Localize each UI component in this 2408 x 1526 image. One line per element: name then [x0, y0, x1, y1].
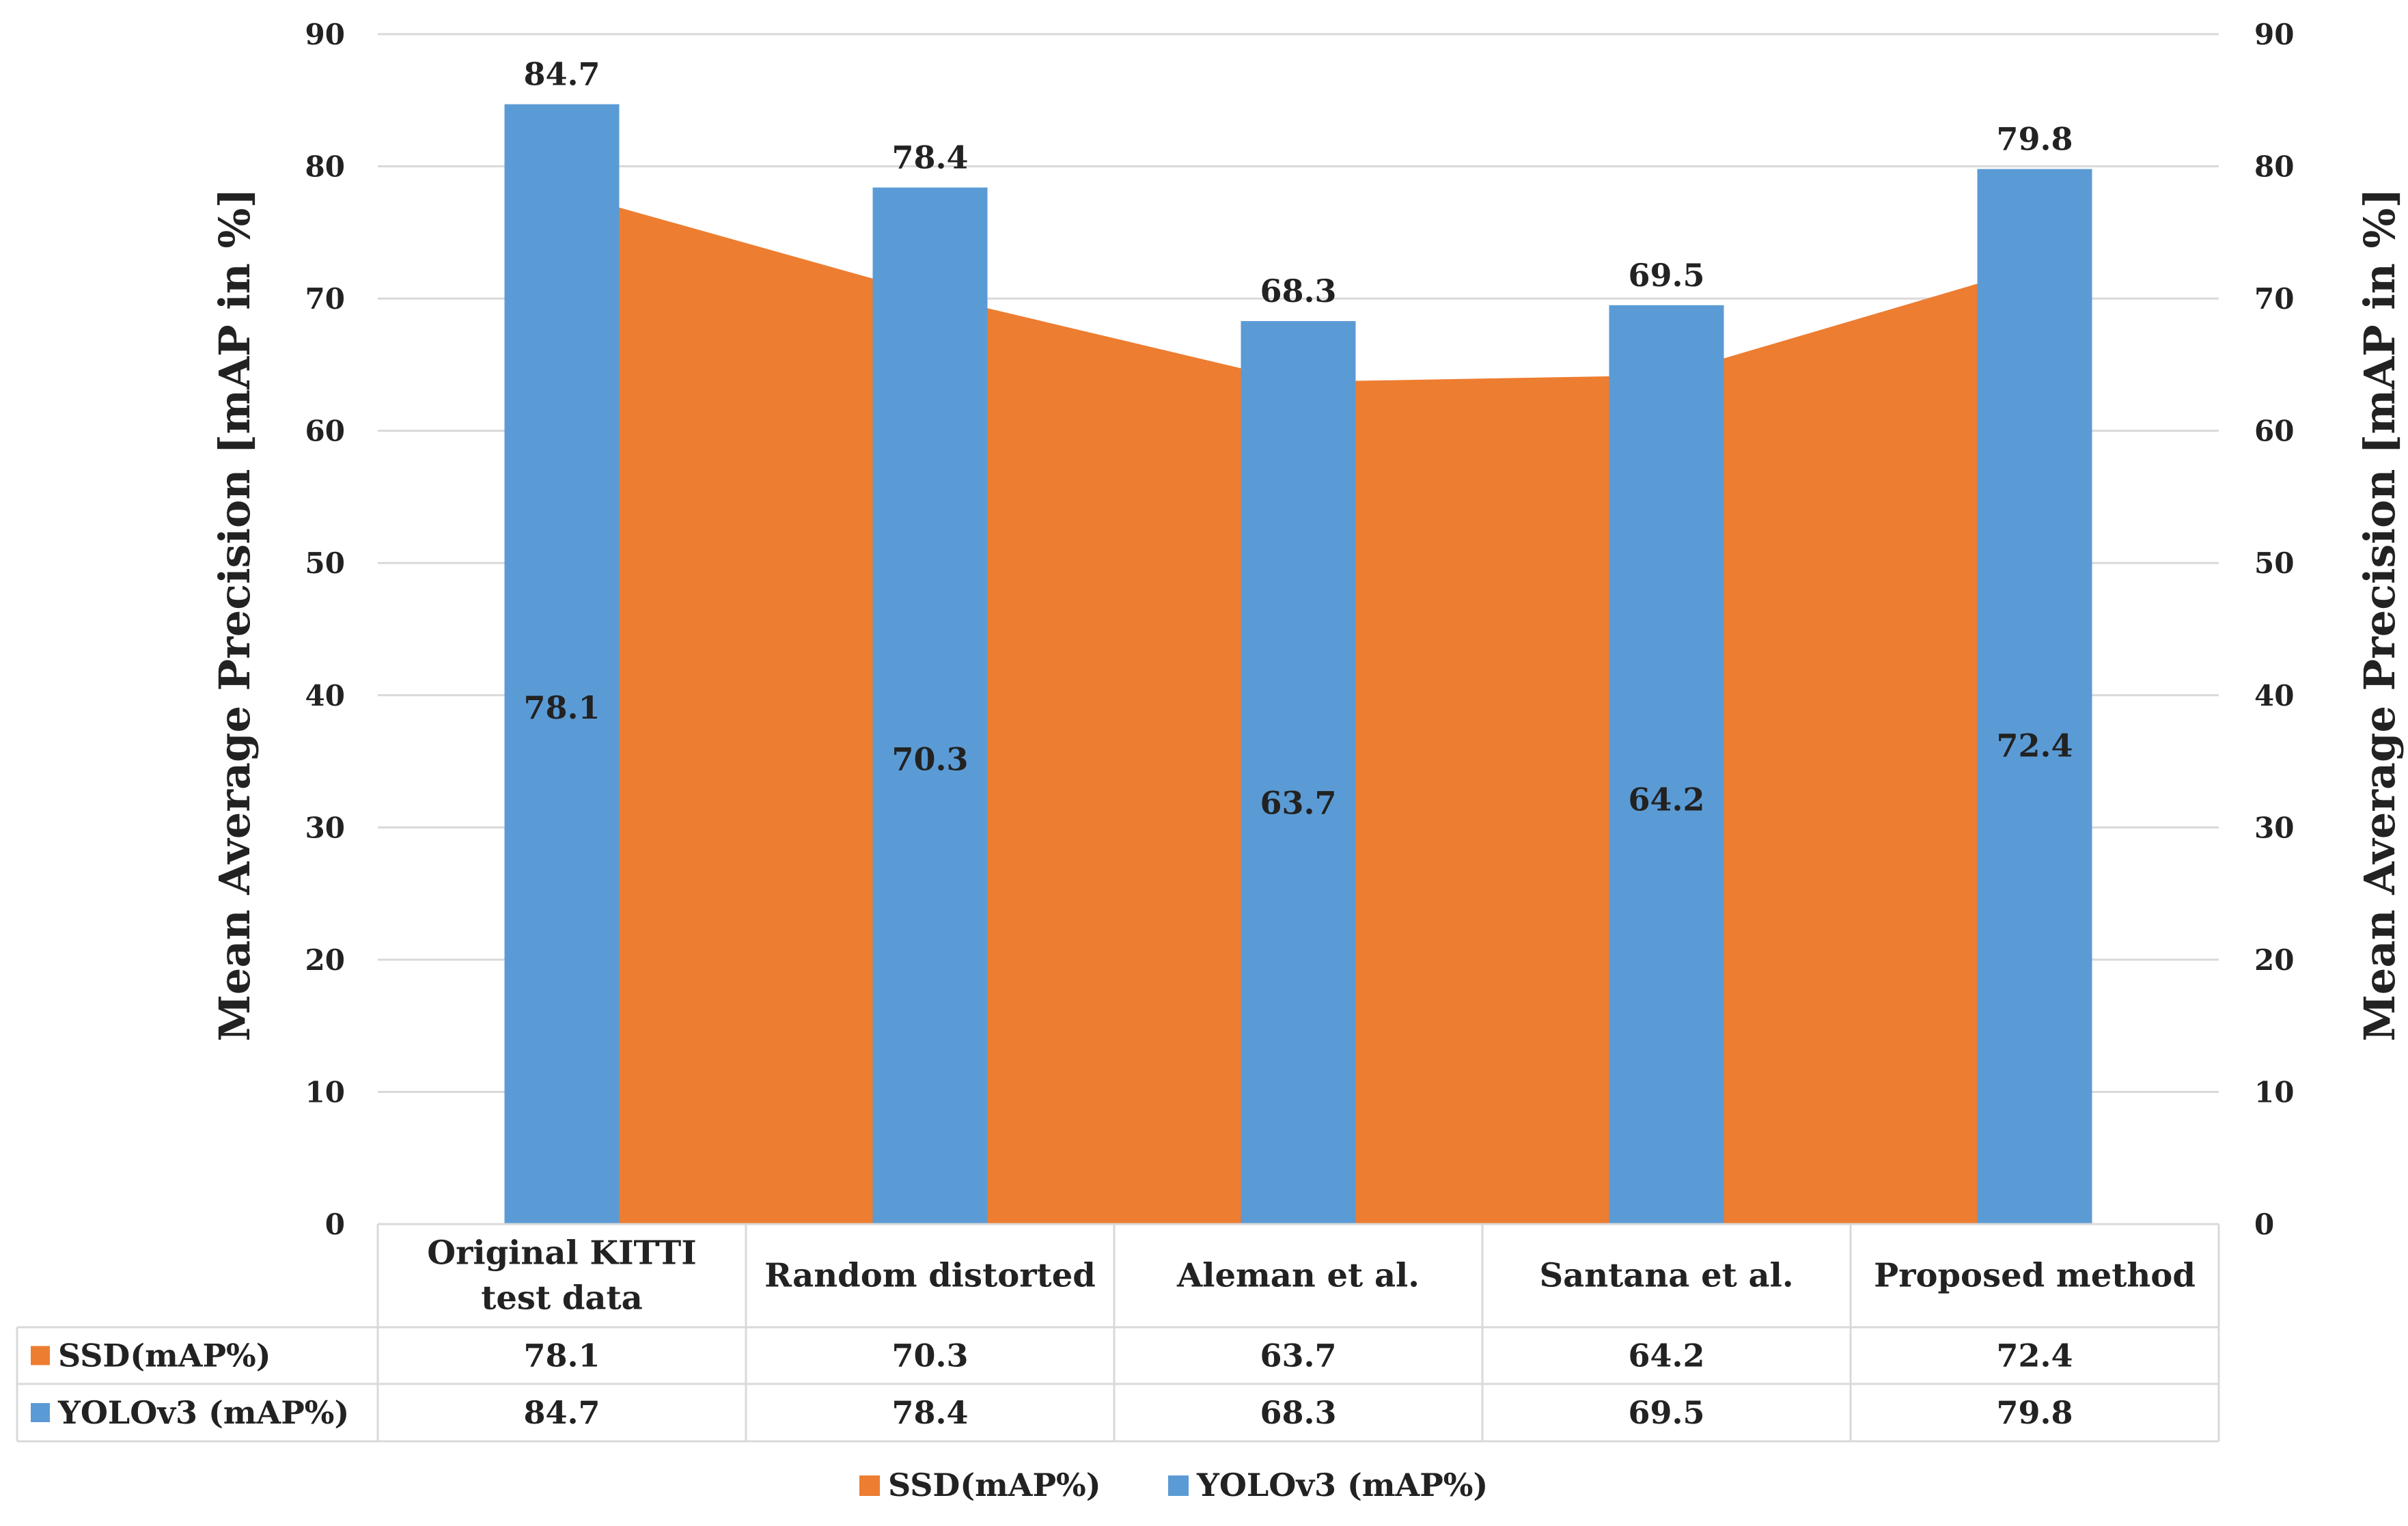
table-key-ssd [31, 1346, 50, 1365]
y-axis-title-left: Mean Average Precision [mAP in %] [210, 188, 260, 1041]
table-cell-yolov3-2: 78.4 [891, 1394, 968, 1431]
label-yolov3-3: 68.3 [1260, 273, 1336, 309]
x-category-1-line-2: test data [481, 1279, 643, 1318]
table-key-yolov3 [31, 1403, 50, 1422]
label-ssd-3: 63.7 [1260, 785, 1336, 822]
y-tick-right-70: 70 [2254, 282, 2294, 316]
x-category-3: Aleman et al. [1176, 1257, 1420, 1295]
y-tick-left-70: 70 [305, 282, 345, 316]
table-cell-ssd-5: 72.4 [1996, 1337, 2073, 1374]
table-cell-ssd-4: 64.2 [1628, 1337, 1704, 1374]
y-tick-right-90: 90 [2254, 18, 2294, 51]
table-cell-yolov3-5: 79.8 [1996, 1394, 2073, 1431]
y-tick-left-60: 60 [305, 415, 345, 448]
label-yolov3-1: 84.7 [523, 56, 600, 93]
legend-swatch-ssd [859, 1475, 880, 1496]
table-row-label-yolov3: YOLOv3 (mAP%) [57, 1394, 349, 1431]
bar-yolov3-3 [1241, 321, 1356, 1224]
legend-swatch-yolov3 [1168, 1475, 1189, 1496]
x-category-4: Santana et al. [1539, 1257, 1793, 1295]
label-yolov3-5: 79.8 [1996, 120, 2073, 157]
y-tick-right-0: 0 [2254, 1208, 2274, 1241]
label-yolov3-4: 69.5 [1628, 257, 1704, 294]
y-axis-left: 0 10 20 30 40 50 60 70 80 90 [305, 18, 345, 1241]
bar-yolov3-2 [872, 187, 988, 1225]
table-cell-ssd-3: 63.7 [1260, 1337, 1336, 1374]
y-tick-left-30: 30 [305, 811, 345, 844]
table-cell-ssd-1: 78.1 [523, 1337, 600, 1374]
x-category-2: Random distorted [764, 1257, 1096, 1295]
label-yolov3-2: 78.4 [891, 139, 968, 176]
y-tick-right-50: 50 [2254, 546, 2294, 580]
table-row-label-ssd: SSD(mAP%) [58, 1337, 271, 1374]
legend-label-ssd: SSD(mAP%) [888, 1467, 1101, 1503]
table-cell-yolov3-3: 68.3 [1260, 1394, 1336, 1431]
x-category-3-line-1: Aleman et al. [1176, 1257, 1420, 1295]
y-tick-left-0: 0 [325, 1208, 345, 1241]
x-category-5: Proposed method [1874, 1257, 2196, 1295]
data-table: Original KITTI test data Random distorted A… [16, 1223, 2220, 1443]
x-category-4-line-1: Santana et al. [1539, 1257, 1793, 1295]
x-category-2-line-1: Random distorted [764, 1257, 1096, 1295]
table-cell-yolov3-4: 69.5 [1628, 1394, 1704, 1431]
y-axis-title-right: Mean Average Precision [mAP in %] [2355, 188, 2405, 1041]
y-tick-left-10: 10 [305, 1075, 345, 1109]
y-tick-left-40: 40 [305, 679, 345, 712]
legend-label-yolov3: YOLOv3 (mAP%) [1196, 1467, 1488, 1503]
label-ssd-5: 72.4 [1996, 727, 2073, 764]
y-tick-right-60: 60 [2254, 415, 2294, 448]
y-tick-right-20: 20 [2254, 943, 2294, 977]
x-category-1: Original KITTI test data [427, 1234, 696, 1318]
table-cell-yolov3-1: 84.7 [523, 1394, 600, 1431]
bar-yolov3-1 [504, 104, 620, 1224]
y-tick-left-50: 50 [305, 546, 345, 580]
table-cell-ssd-2: 70.3 [891, 1337, 968, 1374]
y-tick-right-40: 40 [2254, 679, 2294, 712]
y-tick-right-10: 10 [2254, 1075, 2294, 1109]
y-tick-left-90: 90 [305, 18, 345, 51]
yolov3-bar-series [504, 104, 2092, 1225]
bar-yolov3-4 [1609, 305, 1724, 1225]
legend: SSD(mAP%) YOLOv3 (mAP%) [859, 1467, 1488, 1503]
y-tick-right-30: 30 [2254, 811, 2294, 844]
y-tick-left-20: 20 [305, 943, 345, 977]
y-axis-right: 0 10 20 30 40 50 60 70 80 90 [2254, 18, 2294, 1241]
label-ssd-1: 78.1 [523, 689, 600, 726]
x-category-1-line-1: Original KITTI [427, 1234, 696, 1273]
x-category-5-line-1: Proposed method [1874, 1257, 2196, 1295]
label-ssd-4: 64.2 [1628, 781, 1704, 818]
data-labels: 84.7 78.4 68.3 69.5 79.8 78.1 70.3 63.7 64.2 72.4 [523, 56, 2073, 822]
label-ssd-2: 70.3 [891, 741, 968, 778]
y-tick-left-80: 80 [305, 150, 345, 184]
y-tick-right-80: 80 [2254, 150, 2294, 184]
bar-yolov3-5 [1977, 169, 2092, 1225]
